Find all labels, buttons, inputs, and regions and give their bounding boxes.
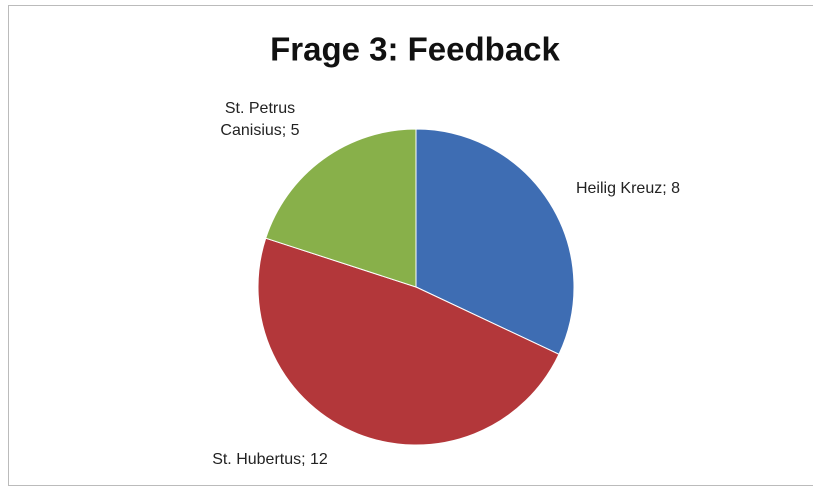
data-label: Heilig Kreuz; 8	[575, 180, 681, 197]
pie-slice	[415, 128, 575, 355]
pie-slice	[265, 128, 417, 288]
chart-title: Frage 3: Feedback	[270, 31, 560, 68]
pie-slice	[257, 237, 560, 446]
data-label: St. Petrus Canisius; 5	[220, 100, 300, 139]
data-label: St. Hubertus; 12	[212, 451, 328, 468]
